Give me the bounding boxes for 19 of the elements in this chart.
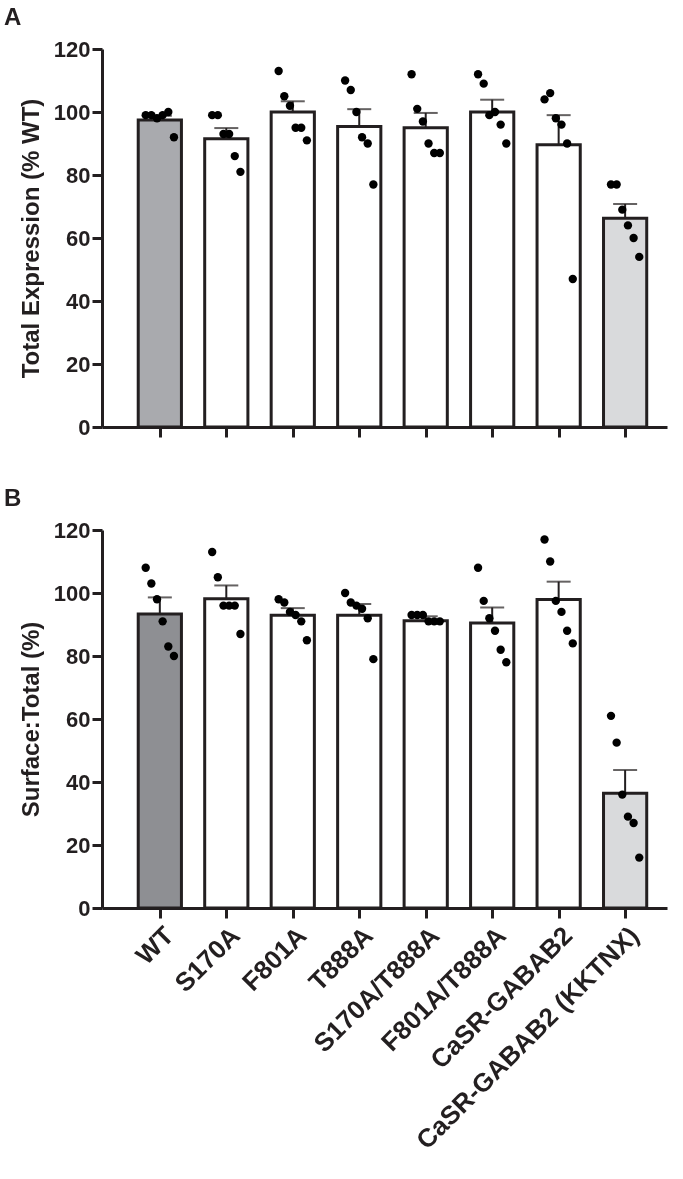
chart-title: A (4, 3, 22, 30)
y-tick-label: 60 (66, 225, 91, 251)
y-tick-label: 0 (78, 895, 91, 921)
y-tick-label: 20 (66, 351, 91, 377)
y-tick-label: 80 (66, 643, 91, 669)
y-tick-label: 60 (66, 706, 91, 732)
x-tick-label: WT (129, 920, 180, 971)
y-tick-label: 40 (66, 769, 91, 795)
y-tick-label: 80 (66, 162, 91, 188)
y-tick-label: 120 (53, 36, 91, 62)
y-tick-label: 120 (53, 517, 91, 543)
y-tick-label: 100 (53, 99, 91, 125)
y-tick-label: 40 (66, 288, 91, 314)
y-tick-label: 100 (53, 580, 91, 606)
chart-title: B (4, 484, 22, 511)
y-tick-label: 0 (78, 414, 91, 440)
y-axis-title: Total Expression (% WT) (16, 98, 44, 379)
y-axis-title: Surface:Total (%) (16, 621, 44, 818)
y-tick-label: 20 (66, 832, 91, 858)
